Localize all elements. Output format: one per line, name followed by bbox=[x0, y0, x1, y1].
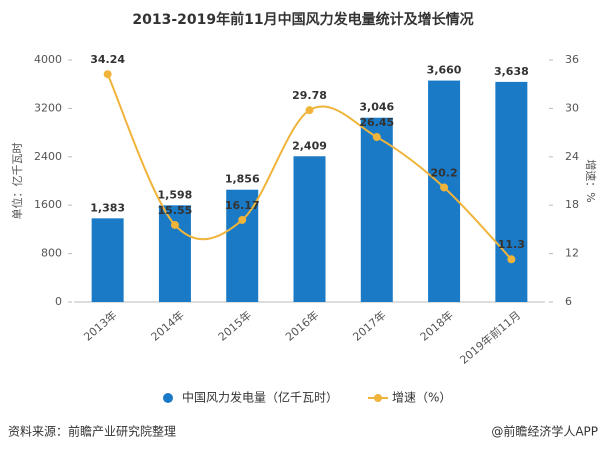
legend-label: 增速（%） bbox=[392, 391, 451, 405]
x-tick-label: 2019年前11月 bbox=[457, 308, 523, 367]
line-value-label: 26.45 bbox=[359, 116, 394, 129]
bar bbox=[360, 117, 393, 302]
bar bbox=[495, 81, 528, 302]
line-point bbox=[305, 106, 314, 115]
bar-value-label: 1,598 bbox=[158, 188, 193, 201]
y-tick-label: 1600 bbox=[34, 198, 62, 211]
y2-tick-label: 36 bbox=[565, 53, 579, 66]
y2-tick-label: 24 bbox=[565, 150, 579, 163]
y2-tick-label: 30 bbox=[565, 101, 579, 114]
chart-title: 2013-2019年前11月中国风力发电量统计及增长情况 bbox=[132, 11, 473, 28]
x-tick-label: 2013年 bbox=[81, 308, 120, 344]
y-tick-label: 800 bbox=[41, 247, 62, 260]
line-point bbox=[170, 220, 179, 229]
y-axis-label: 单位：亿千瓦时 bbox=[10, 143, 24, 220]
x-tick-label: 2015年 bbox=[215, 308, 254, 344]
bar bbox=[91, 218, 124, 302]
y-tick-label: 4000 bbox=[34, 53, 62, 66]
bar-value-label: 3,046 bbox=[359, 101, 394, 114]
y-tick-label: 0 bbox=[55, 295, 62, 308]
bar-value-label: 3,638 bbox=[494, 65, 529, 78]
line-value-label: 29.78 bbox=[292, 89, 327, 102]
source: 资料来源：前瞻产业研究院整理 bbox=[8, 424, 176, 439]
y2-tick-label: 12 bbox=[565, 247, 579, 260]
y2-axis-label: 增速：% bbox=[584, 159, 598, 202]
line-value-label: 16.17 bbox=[225, 199, 260, 212]
credit: @前瞻经济学人APP bbox=[491, 424, 598, 439]
legend-marker bbox=[374, 394, 383, 402]
y-tick-label: 2400 bbox=[34, 150, 62, 163]
bar-value-label: 1,383 bbox=[90, 201, 125, 214]
line-value-label: 34.24 bbox=[90, 53, 125, 66]
x-tick-label: 2014年 bbox=[148, 308, 187, 344]
bar bbox=[158, 205, 191, 302]
legend-marker bbox=[163, 393, 173, 403]
y-tick-label: 3200 bbox=[34, 101, 62, 114]
line-value-label: 20.2 bbox=[431, 166, 458, 179]
bar-value-label: 2,409 bbox=[292, 139, 327, 152]
line-point bbox=[103, 70, 112, 79]
line-point bbox=[440, 183, 449, 192]
x-tick-label: 2018年 bbox=[417, 308, 456, 344]
legend-label: 中国风力发电量（亿千瓦时） bbox=[182, 390, 338, 405]
y2-tick-label: 18 bbox=[565, 198, 579, 211]
line-point bbox=[507, 255, 516, 264]
line-point bbox=[238, 215, 247, 224]
x-tick-label: 2017年 bbox=[350, 308, 389, 344]
line-point bbox=[372, 133, 381, 142]
bar bbox=[293, 156, 326, 302]
line-value-label: 15.55 bbox=[158, 204, 193, 217]
line-value-label: 11.3 bbox=[498, 238, 525, 251]
y2-tick-label: 6 bbox=[565, 295, 572, 308]
x-tick-label: 2016年 bbox=[282, 308, 321, 344]
bar-value-label: 3,660 bbox=[427, 64, 462, 77]
bar-value-label: 1,856 bbox=[225, 173, 260, 186]
